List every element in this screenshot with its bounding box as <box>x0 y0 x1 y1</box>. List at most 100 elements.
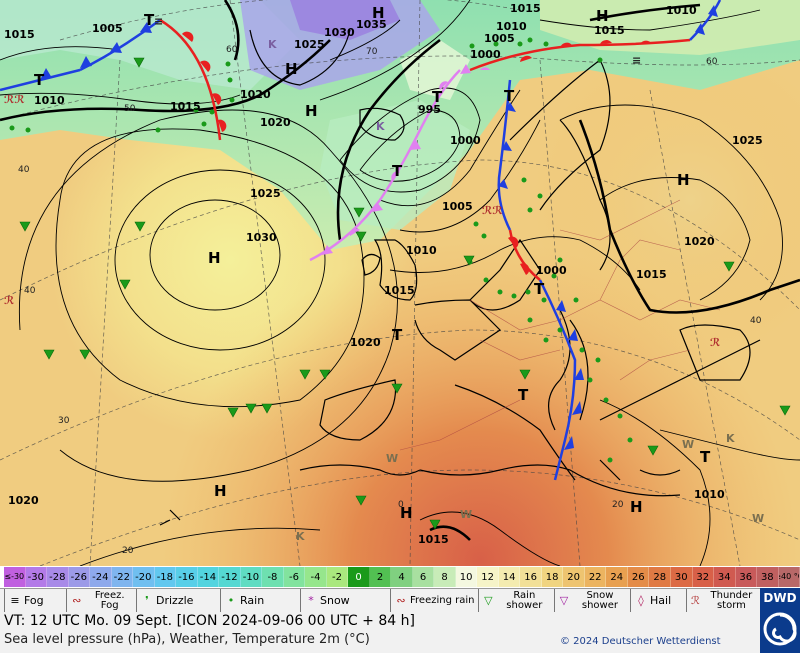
shower-symbols <box>19 57 791 530</box>
scale-cell: -6 <box>283 567 306 587</box>
cold-air-mark: K <box>376 120 385 133</box>
dwd-logo-text: DWD <box>763 591 797 605</box>
legend-item-snow-shower: ▽ Snow shower <box>554 589 628 612</box>
weather-legend: ≡ Fog ∾ Freez. Fog ❜ Drizzle • Rain * Sn… <box>0 588 760 613</box>
scale-cell: -8 <box>262 567 284 587</box>
snow-icon: * <box>308 594 314 607</box>
scale-cell: -2 <box>326 567 349 587</box>
isobar-label: 1010 <box>694 488 725 501</box>
high-center: H <box>305 102 318 120</box>
weather-map: 1015 1005 1035 1030 1025 1015 1010 1005 … <box>0 0 800 566</box>
scale-cell: 26 <box>627 567 650 587</box>
high-center: H <box>596 7 609 25</box>
freezing-rain-icon: ∾ <box>396 594 406 607</box>
scale-cell: -4 <box>305 567 327 587</box>
high-center: H <box>214 482 227 500</box>
legend-label: Freezing rain <box>410 594 475 606</box>
rain-symbols <box>9 37 633 463</box>
legend-label: Thunder storm <box>710 589 753 611</box>
scale-cell: 36 <box>735 567 758 587</box>
rain-icon: • <box>227 594 235 607</box>
isobar-label: 1015 <box>170 100 201 113</box>
map-footer: VT: 12 UTC Mo. 09 Sept. [ICON 2024-09-06… <box>0 612 760 653</box>
scale-cell: 0 <box>348 567 370 587</box>
legend-item-thunderstorm: ℛ Thunder storm <box>686 589 760 612</box>
isobar-label: 1015 <box>384 284 415 297</box>
pressure-centers: H H T H H T T H H H T T T T T H H T <box>34 4 711 522</box>
scale-cell: 34 <box>714 567 736 587</box>
scale-cell: 32 <box>692 567 715 587</box>
isobar-label: 1020 <box>240 88 271 101</box>
cold-air-mark: K <box>268 38 277 51</box>
low-center: T <box>34 71 45 89</box>
snow-shower-icon: ▽ <box>559 594 569 607</box>
scale-cell: -18 <box>154 567 177 587</box>
dwd-swirl-icon <box>763 612 797 646</box>
scale-cell: 24 <box>606 567 628 587</box>
scale-cell: 30 <box>670 567 693 587</box>
isobar-label: 1025 <box>294 38 325 51</box>
freezing-fog-icon: ∾ <box>72 594 82 607</box>
isobar-label: 1025 <box>250 187 281 200</box>
rain-shower-icon: ▽ <box>484 594 493 607</box>
isobar-label: 995 <box>418 103 441 116</box>
drizzle-icon: ❜ <box>145 594 149 607</box>
latitude-label: 20 <box>122 546 134 556</box>
latitude-label: 60 <box>706 57 718 67</box>
isobar-label: 1015 <box>4 28 35 41</box>
low-center: T <box>518 386 529 404</box>
isobar-label: 1020 <box>350 336 381 349</box>
scale-cell: 16 <box>520 567 542 587</box>
scale-cell: 20 <box>563 567 585 587</box>
latitude-labels: 60 70 50 40 60 40 30 20 0 20 40 <box>18 45 762 556</box>
legend-item-hail: ◊ Hail <box>630 589 684 612</box>
scale-cell: -10 <box>240 567 263 587</box>
latitude-label: 20 <box>612 500 624 510</box>
latitude-label: 60 <box>226 45 238 55</box>
isobar-label: 1035 <box>356 18 387 31</box>
isobar-label: 1015 <box>594 24 625 37</box>
high-center: H <box>372 4 385 22</box>
scale-cell: -14 <box>197 567 220 587</box>
isobar-label: 1020 <box>684 235 715 248</box>
isobar-label: 1010 <box>496 20 527 33</box>
scale-cell: -24 <box>90 567 112 587</box>
scale-cell: -28 <box>47 567 69 587</box>
isobar-label: 1010 <box>666 4 697 17</box>
latitude-label: 50 <box>124 104 136 114</box>
cold-air-mark: K <box>726 432 735 445</box>
legend-item-freezing-rain: ∾ Freezing rain <box>390 589 476 612</box>
valid-time: VT: 12 UTC Mo. 09 Sept. [ICON 2024-09-06… <box>4 613 415 629</box>
scale-cell: 22 <box>584 567 607 587</box>
legend-label: Snow <box>320 594 350 607</box>
scale-cell: ≤-30 <box>4 567 26 587</box>
legend-label: Rain shower <box>506 589 543 611</box>
low-center: T <box>504 87 515 105</box>
isobar-label: 1030 <box>324 26 355 39</box>
isobar-label: 1020 <box>260 116 291 129</box>
scale-cell: 18 <box>541 567 564 587</box>
isobar-label: 1015 <box>418 533 449 546</box>
map-subtitle: Sea level pressure (hPa), Weather, Tempe… <box>4 632 370 647</box>
legend-item-rain-shower: ▽ Rain shower <box>478 589 552 612</box>
scale-cell: -20 <box>133 567 155 587</box>
scale-cell: 8 <box>434 567 456 587</box>
copyright: © 2024 Deutscher Wetterdienst <box>560 636 721 647</box>
hail-icon: ◊ <box>638 594 644 607</box>
high-center: H <box>677 171 690 189</box>
high-center: H <box>285 60 298 78</box>
scale-cell: -26 <box>68 567 91 587</box>
isobar-label: 1000 <box>470 48 501 61</box>
latitude-label: 30 <box>58 416 70 426</box>
legend-item-freezing-fog: ∾ Freez. Fog <box>66 589 134 612</box>
low-center: T <box>392 326 403 344</box>
isobar-label: 1030 <box>246 231 277 244</box>
scale-cell: 10 <box>455 567 478 587</box>
high-center: H <box>630 498 643 516</box>
scale-cell: 4 <box>391 567 413 587</box>
thunderstorm-symbol: ℛℛ <box>482 204 503 217</box>
isobar-label: 1005 <box>92 22 123 35</box>
warm-air-mark: W <box>386 452 398 465</box>
latitude-label: 40 <box>24 286 36 296</box>
